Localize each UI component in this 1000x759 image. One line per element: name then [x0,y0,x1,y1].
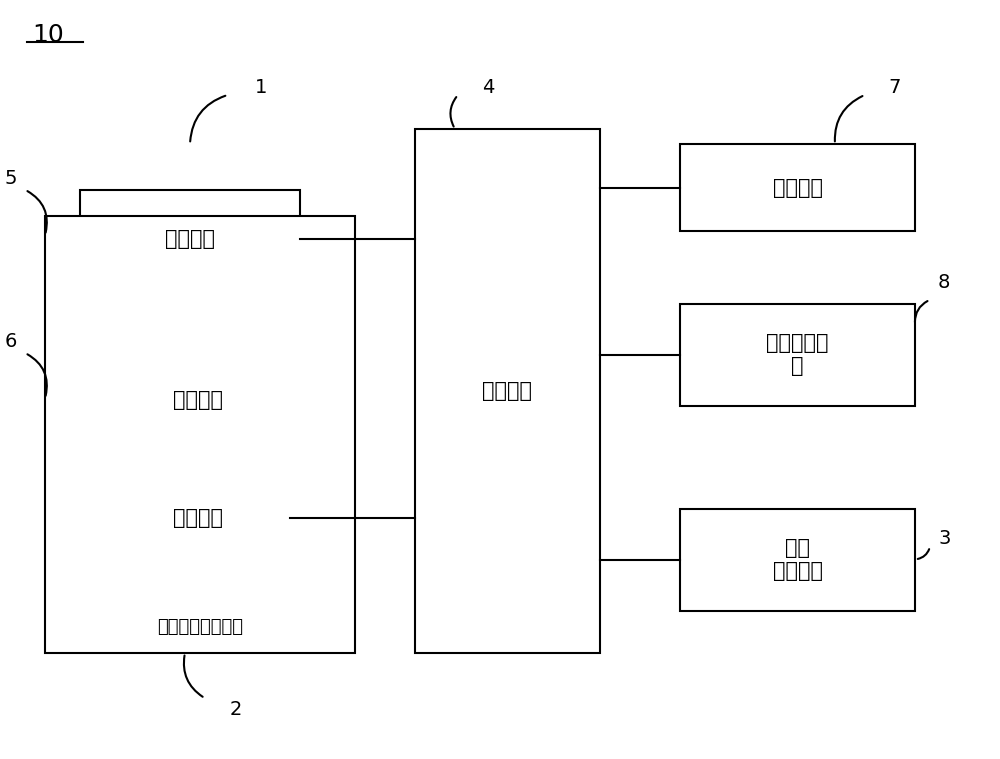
Text: 采集模块: 采集模块 [165,229,215,249]
Text: 温度传感模
块: 温度传感模 块 [766,333,829,376]
Text: 6: 6 [5,332,17,351]
Text: 3: 3 [938,529,950,549]
Text: 10: 10 [32,23,64,47]
Text: 加热模块: 加热模块 [773,178,823,198]
Text: 8: 8 [938,272,950,292]
Text: 驱动单元: 驱动单元 [173,508,222,528]
Text: 控制模块: 控制模块 [482,381,532,401]
Bar [680,144,915,231]
Text: 滤芯单元: 滤芯单元 [173,390,222,411]
Bar [680,509,915,611]
Text: 时间
检测模块: 时间 检测模块 [773,538,823,581]
Text: 4: 4 [482,77,494,97]
Bar [45,216,355,653]
Text: 5: 5 [5,168,18,188]
Bar [415,129,600,653]
Bar [680,304,915,406]
Bar [105,474,290,562]
Text: 二氧化碳收集模块: 二氧化碳收集模块 [157,618,243,636]
Text: 2: 2 [230,700,242,720]
Bar [80,190,300,288]
Text: 1: 1 [255,77,267,97]
Bar [105,357,290,444]
Text: 7: 7 [888,77,900,97]
